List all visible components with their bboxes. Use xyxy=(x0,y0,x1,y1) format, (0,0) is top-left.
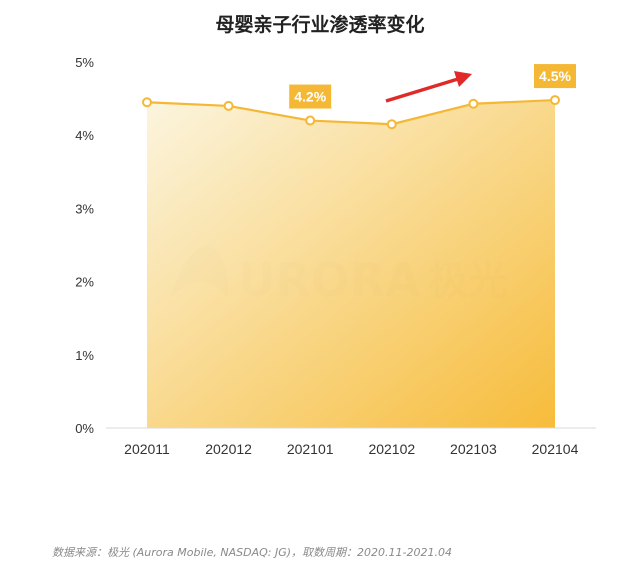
data-label: 4.2% xyxy=(294,89,326,105)
y-tick-label: 1% xyxy=(75,348,94,363)
trend-arrow-head xyxy=(454,71,472,87)
x-tick-label: 202101 xyxy=(287,441,334,457)
data-point xyxy=(142,97,152,108)
chart-title: 母婴亲子行业渗透率变化 xyxy=(215,14,425,36)
data-label: 4.5% xyxy=(539,68,571,84)
data-label-box xyxy=(534,64,576,89)
y-tick-label: 3% xyxy=(75,201,94,216)
trend-arrow xyxy=(385,77,459,103)
x-tick-label: 202104 xyxy=(532,441,579,457)
data-source-note: 数据来源：极光 (Aurora Mobile, NASDAQ: JG)，取数周期… xyxy=(52,546,452,559)
x-tick-label: 202012 xyxy=(205,441,252,457)
y-tick-label: 0% xyxy=(75,421,94,436)
series-line xyxy=(146,98,556,126)
y-tick-label: 5% xyxy=(75,55,94,70)
x-tick-label: 202102 xyxy=(368,441,415,457)
area-fill xyxy=(147,100,555,429)
data-point xyxy=(305,115,316,126)
y-tick-label: 4% xyxy=(75,128,94,143)
x-tick-label: 202103 xyxy=(450,441,497,457)
y-tick-label: 2% xyxy=(75,275,94,290)
data-point xyxy=(550,95,560,106)
data-point xyxy=(468,98,479,109)
data-label-box xyxy=(289,84,332,109)
data-point xyxy=(386,119,397,130)
data-point xyxy=(223,100,234,111)
x-tick-label: 202011 xyxy=(124,441,170,457)
